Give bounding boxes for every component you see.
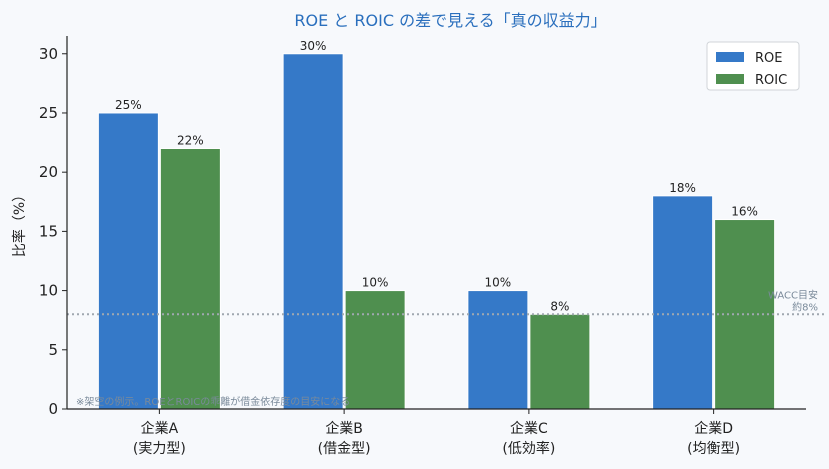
data-label: 25% — [115, 98, 142, 112]
data-label: 22% — [177, 133, 204, 147]
bar-roic — [714, 219, 776, 410]
wacc-label-line2: 約8% — [792, 300, 818, 313]
y-tick-label: 5 — [48, 341, 58, 359]
bar-roe — [652, 195, 714, 410]
footnote: ※架空の例示。ROEとROICの乖離が借金依存度の目安になる — [76, 395, 350, 408]
x-tick-label: 企業D — [694, 420, 733, 437]
legend-label-roe: ROE — [755, 51, 782, 66]
data-label: 8% — [550, 299, 569, 313]
legend-swatch-roe — [716, 52, 744, 62]
bar-roe — [97, 112, 159, 410]
y-tick-label: 25 — [39, 104, 58, 122]
data-label: 30% — [300, 39, 327, 53]
y-axis-label: 比率（%） — [11, 188, 28, 257]
data-label: 18% — [669, 181, 696, 195]
x-tick-sublabel: (低効率) — [502, 440, 555, 457]
y-tick-label: 10 — [39, 282, 58, 300]
data-label: 10% — [485, 276, 512, 290]
y-tick-label: 30 — [39, 45, 58, 63]
legend-swatch-roic — [716, 74, 744, 84]
chart-title: ROE と ROIC の差で見える「真の収益力」 — [294, 11, 606, 30]
bar-roe — [467, 290, 529, 410]
y-tick-label: 15 — [39, 222, 58, 240]
x-tick-sublabel: (借金型) — [318, 441, 371, 457]
x-tick-sublabel: (均衡型) — [687, 441, 740, 457]
bar-roic — [344, 290, 406, 410]
wacc-label-line1: WACC目安 — [768, 288, 818, 301]
data-label: 16% — [731, 205, 758, 219]
x-tick-label: 企業C — [510, 420, 548, 437]
legend-label-roic: ROIC — [755, 73, 787, 88]
bar-roe — [282, 53, 344, 410]
y-tick-label: 20 — [39, 163, 58, 181]
x-tick-label: 企業A — [141, 420, 179, 437]
x-tick-label: 企業B — [325, 420, 363, 437]
data-label: 10% — [362, 276, 389, 290]
bar-roic — [529, 313, 591, 410]
bar-roic — [159, 147, 221, 410]
x-tick-sublabel: (実力型) — [133, 441, 186, 457]
y-tick-label: 0 — [48, 400, 58, 418]
